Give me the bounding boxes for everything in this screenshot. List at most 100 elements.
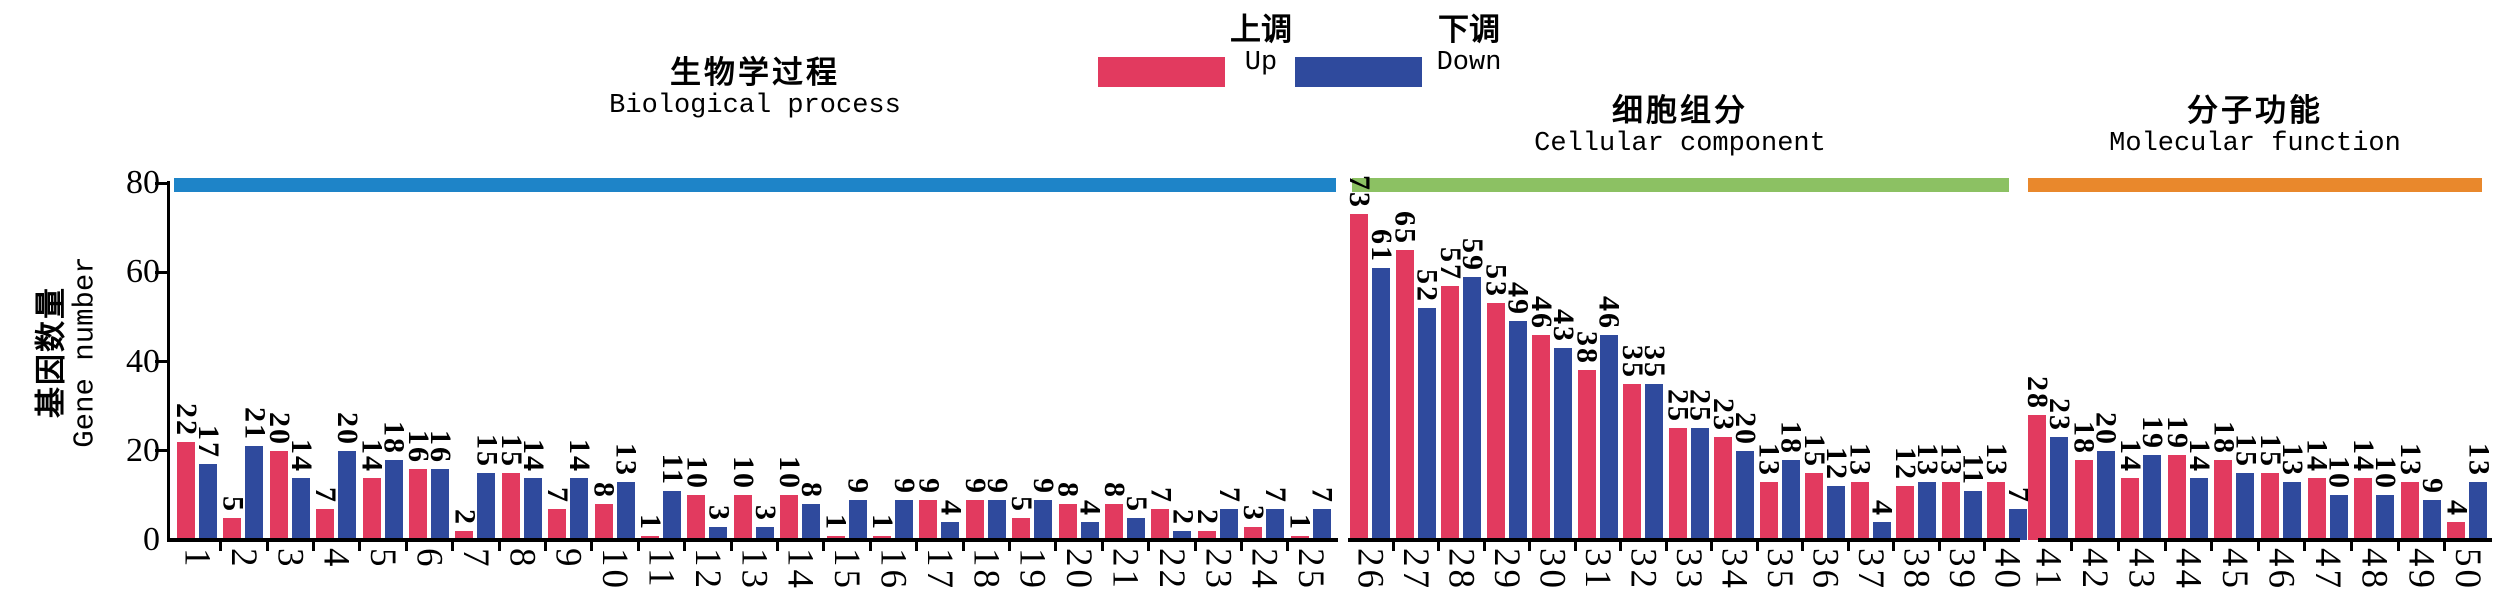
bar-down xyxy=(941,522,960,540)
x-axis-tick xyxy=(1755,542,1759,551)
x-tick-label: 19 xyxy=(1011,548,1053,591)
x-tick-label: 26 xyxy=(1349,548,1391,591)
x-axis-tick xyxy=(1528,542,1532,551)
x-axis-tick xyxy=(1054,542,1058,551)
bar-up xyxy=(362,477,381,540)
y-axis-tick xyxy=(155,270,168,274)
x-axis-tick xyxy=(358,542,362,551)
value-label-down: 20 xyxy=(2089,411,2123,446)
bar-up xyxy=(1151,508,1170,540)
value-label-up: 14 xyxy=(355,438,389,473)
x-tick-label: 44 xyxy=(2167,548,2209,591)
bar-down xyxy=(1127,517,1145,540)
bar-down xyxy=(477,473,496,540)
value-label-up: 28 xyxy=(2021,376,2054,411)
x-axis-tick xyxy=(1664,542,1668,551)
x-tick-label: 28 xyxy=(1440,548,1482,591)
x-tick-label: 41 xyxy=(2027,548,2069,591)
value-label-down: 13 xyxy=(2462,442,2496,477)
value-label-down: 11 xyxy=(1956,453,1990,486)
bar-up xyxy=(1714,437,1732,540)
x-tick-label: 33 xyxy=(1668,548,1709,591)
value-label-down: 61 xyxy=(1365,228,1398,263)
bar-up xyxy=(2447,522,2466,540)
x-tick-label: 27 xyxy=(1395,548,1436,591)
legend-down-zh: 下调 xyxy=(1438,12,1500,47)
value-label-down: 35 xyxy=(1638,344,1671,379)
bar-down xyxy=(1372,267,1390,540)
x-tick-label: 47 xyxy=(2307,548,2349,591)
y-axis-tick xyxy=(155,181,168,185)
bar-up xyxy=(1896,486,1914,540)
y-axis-line xyxy=(167,181,170,542)
x-axis-tick xyxy=(1983,542,1987,551)
x-tick-label: 40 xyxy=(1986,548,2028,591)
section-header-en: Molecular function xyxy=(2109,129,2401,159)
x-tick-label: 14 xyxy=(779,548,821,591)
bar-down xyxy=(2329,495,2348,540)
value-label-up: 7 xyxy=(1144,486,1178,504)
value-label-up: 7 xyxy=(309,486,343,504)
value-label-up: 18 xyxy=(2067,420,2101,455)
value-label-up: 57 xyxy=(1434,246,1467,281)
x-axis-tick xyxy=(683,542,687,551)
value-label-up: 25 xyxy=(1661,389,1695,424)
x-tick-label: 35 xyxy=(1759,548,1800,591)
bar-down xyxy=(2469,481,2488,540)
x-axis-tick xyxy=(1240,542,1243,551)
x-tick-label: 50 xyxy=(2446,548,2488,591)
legend-swatch-down xyxy=(1295,57,1422,87)
value-label-up: 8 xyxy=(1051,482,1085,500)
x-tick-label: 16 xyxy=(872,548,914,591)
bar-down xyxy=(2096,450,2115,540)
bar-up xyxy=(1759,481,1778,540)
y-tick-label: 20 xyxy=(126,431,160,469)
value-label-down: 4 xyxy=(1865,500,1899,518)
bar-down xyxy=(755,526,774,540)
x-axis-tick xyxy=(1937,542,1941,551)
bar-down xyxy=(1872,522,1891,540)
bar-up xyxy=(1012,517,1031,540)
bar-up xyxy=(1941,481,1960,540)
bar-down xyxy=(431,468,449,540)
bar-up xyxy=(1058,504,1077,540)
value-label-up: 1 xyxy=(1283,513,1317,531)
bar-down xyxy=(245,446,264,540)
x-tick-label: 22 xyxy=(1150,548,1192,591)
x-axis-tick xyxy=(1710,542,1714,551)
section-header-cellular-component: 细胞组分 Cellular component xyxy=(1534,93,1826,160)
value-label-up: 13 xyxy=(1752,442,1786,477)
value-label-down: 20 xyxy=(331,411,365,446)
value-label-up: 13 xyxy=(1934,442,1968,477)
bar-up xyxy=(2074,459,2093,540)
x-tick-label: 25 xyxy=(1290,548,1332,591)
value-label-down: 15 xyxy=(2229,434,2263,469)
value-label-down: 3 xyxy=(748,504,782,522)
bar-up xyxy=(2354,477,2373,540)
bar-down xyxy=(987,499,1006,540)
bar-up xyxy=(594,504,613,540)
value-label-up: 1 xyxy=(819,513,853,531)
x-axis-tick xyxy=(1147,542,1151,551)
bar-up xyxy=(2028,415,2046,540)
value-label-down: 18 xyxy=(1774,420,1808,455)
section-band xyxy=(174,178,1336,192)
value-label-up: 3 xyxy=(1237,504,1271,522)
bar-up xyxy=(501,473,520,540)
bar-down xyxy=(384,459,403,540)
bar-down xyxy=(1781,459,1800,540)
x-axis-tick xyxy=(2116,542,2120,551)
value-label-up: 2 xyxy=(1190,509,1224,527)
value-label-down: 3 xyxy=(702,504,736,522)
x-axis-tick xyxy=(1437,542,1441,551)
x-tick-label: 36 xyxy=(1804,548,1846,591)
x-tick-label: 24 xyxy=(1243,548,1285,591)
value-label-down: 17 xyxy=(192,425,225,460)
x-axis-tick xyxy=(776,542,779,551)
value-label-up: 13 xyxy=(2393,442,2427,477)
value-label-down: 12 xyxy=(1820,447,1853,482)
value-label-up: 10 xyxy=(680,456,714,491)
value-label-down: 9 xyxy=(888,477,921,495)
bar-up xyxy=(1805,473,1823,540)
x-axis-tick xyxy=(2396,542,2400,551)
